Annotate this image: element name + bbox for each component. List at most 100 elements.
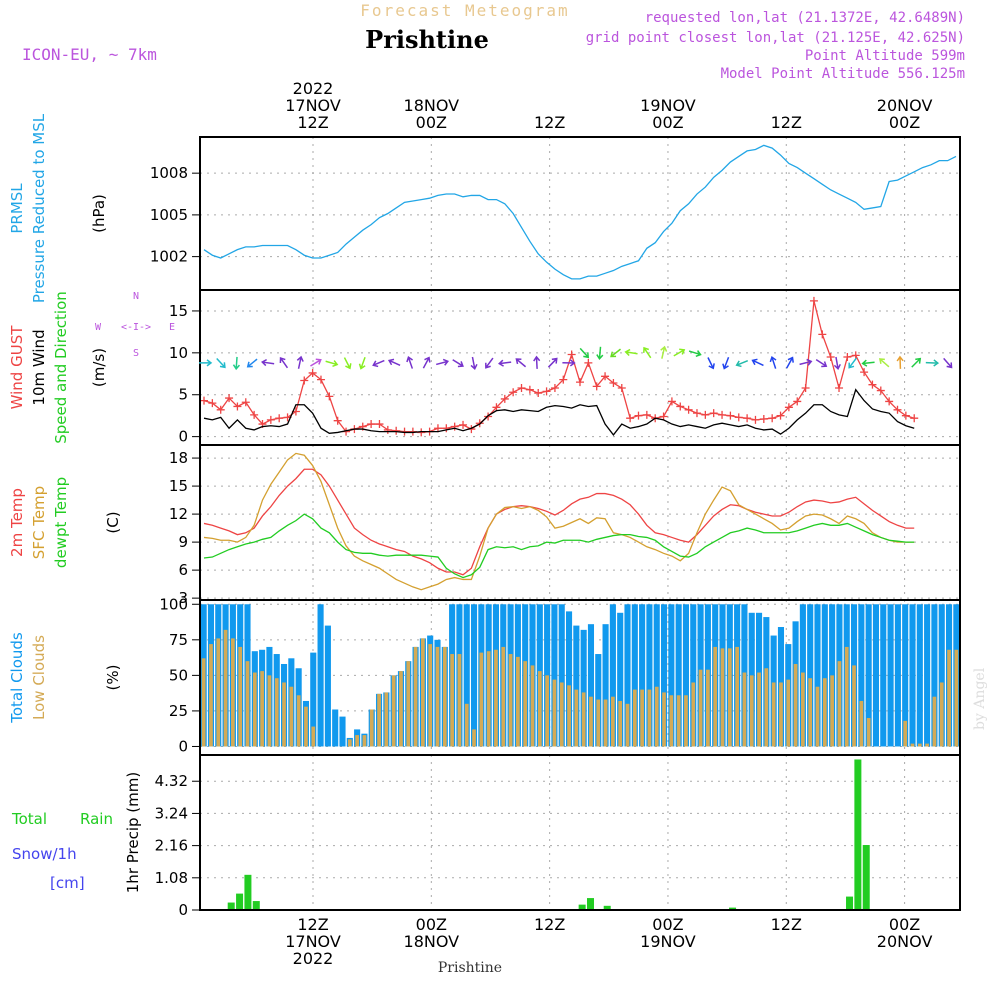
total-cloud-bar — [880, 604, 887, 747]
gust-marker — [818, 330, 827, 339]
gust-marker — [676, 402, 685, 411]
y-axis-label: (m/s) — [90, 348, 108, 387]
gust-marker — [383, 425, 392, 434]
gust-marker — [250, 410, 259, 419]
gust-marker — [442, 424, 451, 433]
wind-arrow — [387, 358, 401, 367]
low-cloud-bar — [771, 682, 776, 747]
y-tick-label: 75 — [169, 631, 188, 649]
low-cloud-bar — [464, 703, 469, 747]
low-cloud-bar — [676, 695, 681, 747]
grid-point-coords: grid point closest lon,lat (21.125E, 42.… — [586, 30, 965, 46]
gust-marker — [550, 384, 559, 393]
total-cloud-bar — [909, 604, 916, 747]
y-axis-label: (C) — [104, 511, 122, 533]
gust-marker — [910, 414, 919, 423]
low-cloud-bar — [201, 658, 206, 747]
wind-arrow — [199, 359, 213, 367]
low-cloud-bar — [640, 689, 644, 747]
wind-arrow — [688, 350, 702, 357]
pressure-frame — [199, 136, 961, 291]
wind-arrow-shape — [660, 345, 668, 359]
wind-arrow — [624, 348, 638, 357]
clouds-panel: 0 25 50 75 100 Total Clouds Low Clouds (%) — [8, 595, 961, 756]
rain-bar — [862, 845, 870, 910]
wind-panel: 0 5 10 15 Wind GUST 10m Wind Speed and Directi… — [8, 289, 961, 446]
gust-marker — [701, 410, 710, 419]
wind-arrow-shape — [199, 359, 213, 367]
low-cloud-bar — [669, 695, 674, 747]
bottom-time-tick-label: 00Z — [889, 915, 920, 934]
low-cloud-bar — [282, 682, 286, 747]
y-tick-label: 0 — [178, 428, 188, 446]
gust-marker — [233, 402, 242, 411]
total-cloud-bar — [580, 629, 587, 747]
wind-arrow — [925, 359, 940, 367]
wind-arrow — [325, 360, 339, 368]
y-tick-label: 1002 — [150, 248, 188, 266]
gust-marker — [241, 398, 250, 407]
gust-marker — [901, 411, 910, 420]
low-cloud-bar — [837, 661, 842, 747]
low-cloud-bar — [932, 696, 937, 747]
low-cloud-bar — [574, 689, 579, 747]
wind-arrow — [596, 346, 604, 361]
total-cloud-bar — [887, 604, 894, 747]
low-cloud-bar — [625, 703, 630, 747]
y-tick-label: 4.32 — [155, 772, 188, 790]
requested-coords: requested lon,lat (21.1372E, 42.6489N) — [645, 10, 965, 26]
gust-marker — [860, 368, 869, 377]
wind-arrow-shape — [610, 348, 621, 358]
total-cloud-bar — [317, 604, 324, 747]
total-cloud-bar — [609, 604, 616, 747]
low-cloud-bar — [289, 686, 294, 747]
wind-arrow-shape — [343, 357, 352, 370]
rain-bar — [603, 905, 611, 910]
low-cloud-bar — [559, 682, 564, 747]
total-cloud-bar — [807, 604, 814, 747]
rain-bar — [578, 904, 586, 910]
total-cloud-bar — [470, 604, 478, 747]
wind-arrow — [896, 355, 904, 369]
wind-arrow-shape — [296, 355, 304, 369]
wind-arrow-shape — [925, 359, 940, 367]
low-cloud-bar — [815, 686, 820, 747]
precip-panel: 0 1.08 2.16 3.24 4.32 1hr Precip (mm) Total Rai… — [11, 754, 961, 919]
wind-arrow-shape — [751, 358, 764, 367]
gust-marker — [784, 403, 793, 412]
y-tick-label: 0 — [178, 737, 188, 755]
wind-arrow-shape — [358, 356, 366, 370]
total-cloud-bar — [814, 604, 821, 747]
wind-arrow-shape — [325, 360, 339, 368]
wind-arrow — [422, 356, 431, 369]
wind-arrow-shape — [624, 348, 638, 357]
total-cloud-bar — [573, 625, 580, 747]
total-cloud-bar — [865, 604, 872, 747]
gust-marker — [876, 386, 885, 395]
gust-marker — [667, 397, 676, 406]
gust-marker — [216, 405, 225, 414]
total-cloud-bar — [639, 604, 646, 747]
y-tick-label: 50 — [169, 666, 188, 684]
chart-title: Prishtine — [365, 25, 489, 54]
y-tick-label: 0 — [178, 901, 188, 919]
bottom-time-tick-label: 00Z — [652, 915, 683, 934]
wind-arrow-shape — [498, 359, 512, 367]
gust-marker — [500, 394, 509, 403]
y-tick-label: 12 — [169, 505, 188, 523]
rain-bar — [236, 893, 244, 910]
rain-label-rain: Rain — [80, 810, 113, 828]
2m-temp-line — [203, 468, 915, 576]
wind-arrow — [310, 358, 322, 367]
low-cloud-bar — [589, 696, 593, 747]
total-cloud-bar — [551, 604, 558, 747]
wind-arrow-shape — [562, 359, 576, 367]
y-tick-label: 2.16 — [155, 837, 188, 855]
y-axis-label: 1hr Precip (mm) — [124, 772, 142, 893]
wind-arrow — [660, 345, 668, 359]
low-cloud-bar — [720, 648, 725, 747]
gust-marker — [375, 420, 384, 429]
total-cloud-bar — [602, 624, 609, 747]
low-cloud-bar — [691, 682, 696, 747]
